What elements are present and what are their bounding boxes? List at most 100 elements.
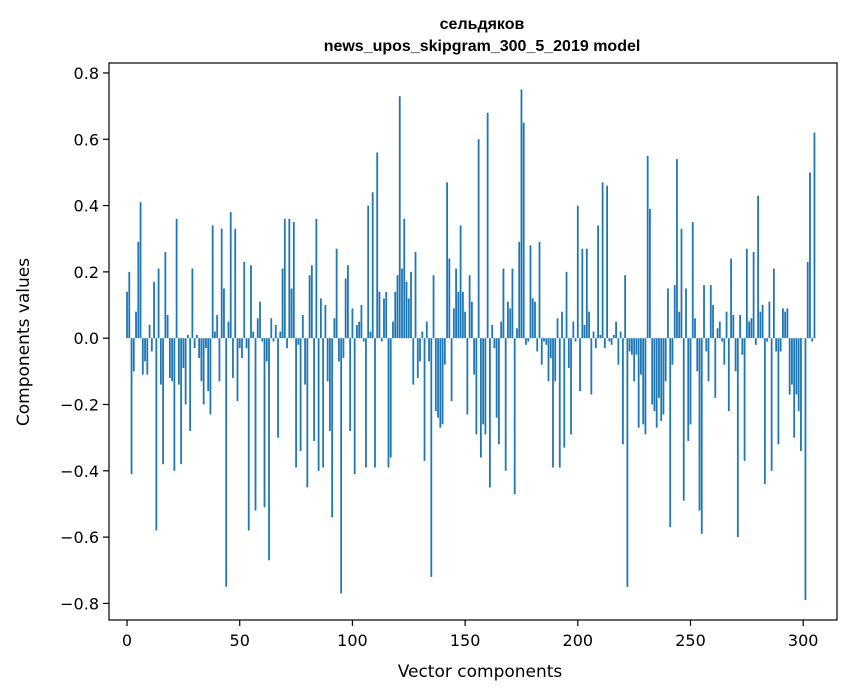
bar-13 [155, 338, 158, 531]
bar-73 [290, 288, 293, 339]
bar-215 [610, 338, 613, 345]
bar-139 [439, 338, 442, 428]
bar-120 [396, 275, 399, 339]
bar-150 [464, 311, 467, 339]
bar-274 [743, 338, 746, 461]
bar-237 [660, 338, 663, 422]
x-axis-label: Vector components [398, 662, 563, 682]
bar-200 [576, 205, 579, 339]
bar-218 [617, 338, 620, 365]
bar-108 [369, 331, 372, 339]
bar-30 [193, 338, 196, 349]
bar-101 [353, 338, 356, 475]
bar-40 [216, 314, 219, 339]
bar-204 [585, 248, 588, 339]
y-tick-label: 0.6 [74, 130, 99, 149]
bar-8 [144, 338, 146, 362]
bar-235 [655, 338, 658, 428]
bar-57 [254, 338, 257, 511]
bar-15 [159, 338, 162, 385]
bar-161 [489, 338, 491, 488]
bar-241 [669, 338, 672, 528]
bar-165 [498, 338, 500, 445]
bar-167 [502, 268, 505, 339]
bar-6 [139, 202, 142, 339]
bar-271 [736, 338, 739, 538]
bar-169 [507, 301, 509, 339]
bar-213 [606, 185, 608, 339]
bar-187 [547, 338, 550, 382]
bar-129 [416, 338, 419, 378]
bar-126 [410, 271, 412, 339]
bar-91 [331, 338, 334, 518]
bar-44 [225, 338, 228, 587]
bar-227 [637, 338, 640, 428]
bar-4 [135, 311, 137, 339]
bar-106 [365, 338, 367, 468]
bar-277 [750, 318, 753, 339]
bar-278 [752, 251, 755, 339]
bar-207 [592, 331, 595, 339]
bar-20 [171, 338, 174, 382]
bar-59 [259, 301, 261, 339]
bar-3 [132, 338, 135, 372]
bar-236 [658, 338, 660, 398]
bar-238 [662, 338, 665, 415]
bar-172 [513, 338, 516, 495]
bar-36 [207, 338, 210, 392]
bar-96 [342, 338, 345, 359]
bar-219 [619, 331, 622, 339]
bar-210 [599, 334, 602, 339]
bar-262 [716, 328, 719, 339]
bar-259 [709, 285, 712, 339]
bar-77 [299, 338, 302, 451]
bar-159 [484, 338, 487, 435]
y-tick-label: −0.4 [60, 462, 99, 481]
bar-250 [689, 338, 692, 425]
bar-29 [191, 268, 194, 339]
bar-264 [721, 338, 723, 342]
bar-290 [779, 338, 782, 352]
bar-9 [146, 338, 149, 375]
bar-132 [423, 338, 426, 461]
bar-193 [561, 311, 563, 339]
bar-74 [292, 222, 295, 339]
y-tick-label: 0.2 [74, 263, 99, 282]
y-axis-label: Components values [14, 258, 34, 426]
bar-285 [768, 301, 771, 339]
bar-19 [168, 338, 171, 378]
bar-56 [252, 331, 255, 339]
x-tick-label: 50 [230, 631, 250, 650]
bar-114 [383, 298, 385, 339]
bar-93 [335, 248, 338, 339]
bar-112 [378, 291, 381, 339]
bar-154 [473, 338, 476, 375]
bar-203 [583, 324, 586, 339]
bar-24 [180, 338, 183, 465]
bar-46 [229, 212, 232, 339]
bar-289 [777, 338, 780, 445]
bar-256 [703, 285, 705, 339]
bar-83 [313, 338, 315, 441]
bar-296 [793, 338, 796, 438]
bar-196 [567, 338, 570, 369]
bar-293 [786, 308, 789, 339]
bar-232 [649, 208, 651, 339]
bar-257 [705, 338, 708, 352]
bar-174 [518, 242, 521, 339]
bar-281 [759, 311, 762, 339]
y-tick-label: −0.8 [60, 594, 99, 613]
bar-173 [516, 328, 518, 339]
bar-90 [328, 338, 331, 432]
bar-22 [175, 218, 178, 339]
bar-123 [403, 218, 406, 339]
bar-119 [394, 291, 397, 339]
bar-65 [272, 338, 275, 342]
bar-211 [601, 182, 604, 339]
bar-230 [644, 338, 647, 435]
bar-141 [443, 338, 446, 365]
bar-115 [385, 291, 388, 339]
bar-184 [540, 338, 543, 365]
bar-87 [322, 338, 325, 468]
bars-group [126, 89, 816, 601]
